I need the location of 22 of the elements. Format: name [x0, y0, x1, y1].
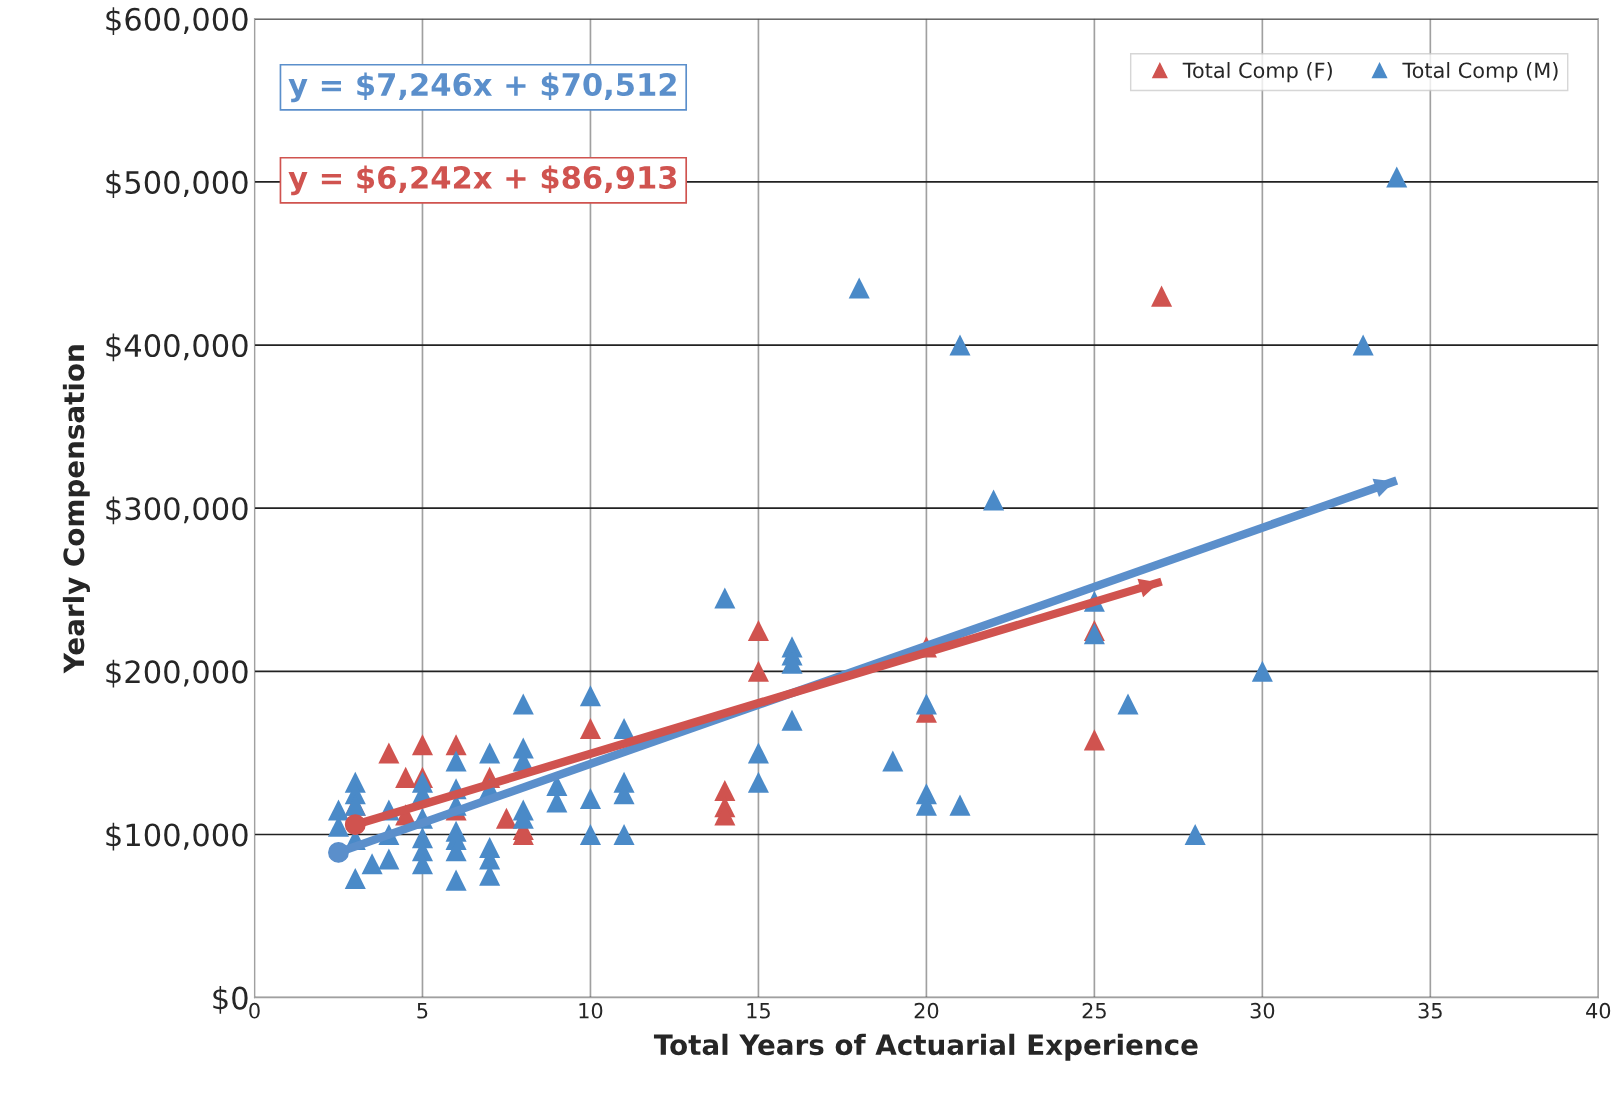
legend-label: Total Comp (M)	[1402, 62, 1558, 83]
x-tick-label: 20	[914, 1002, 939, 1019]
x-tick-label: 40	[1586, 1002, 1611, 1019]
x-tick-label: 35	[1418, 1002, 1442, 1019]
y-tick-label: $400,000	[106, 333, 248, 362]
x-tick-label: 15	[747, 1003, 770, 1019]
legend-label: Total Comp (F)	[1182, 62, 1332, 83]
annotation: y = $7,246x + $70,512	[288, 72, 676, 103]
annotation: y = $6,242x + $86,913	[288, 165, 677, 196]
y-tick-label: $100,000	[106, 822, 248, 851]
y-tick-label: $200,000	[106, 659, 248, 688]
y-tick-label: $0	[213, 986, 248, 1014]
y-tick-label: $500,000	[106, 170, 248, 199]
x-axis-title: Total Years of Actuarial Experience	[653, 1033, 1198, 1061]
x-tick-label: 30	[1250, 1002, 1275, 1019]
y-tick-label: $300,000	[106, 496, 248, 525]
y-axis-title: Yearly Compensation	[62, 345, 90, 674]
x-tick-label: 0	[249, 1002, 260, 1019]
x-tick-label: 25	[1082, 1002, 1106, 1019]
y-tick-label: $600,000	[106, 7, 248, 35]
x-tick-label: 10	[579, 1002, 603, 1019]
x-tick-label: 5	[417, 1003, 428, 1019]
